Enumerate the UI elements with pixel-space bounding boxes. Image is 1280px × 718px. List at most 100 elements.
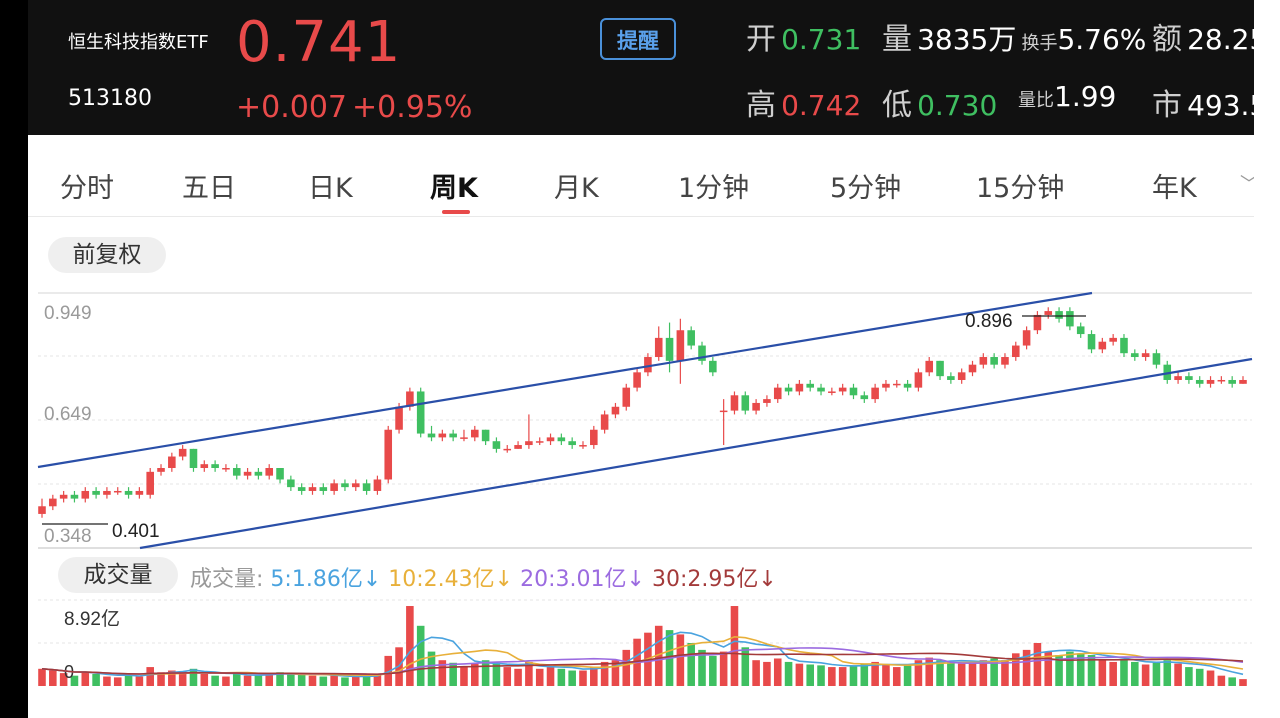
volume-bar	[936, 660, 944, 686]
tab-month-k[interactable]: 月K	[554, 173, 599, 204]
volume-bar	[979, 660, 988, 686]
candle-body	[1033, 314, 1042, 331]
candle-body	[38, 506, 46, 514]
volume-bar	[1076, 653, 1085, 686]
tab-1min[interactable]: 1分钟	[678, 173, 750, 204]
tab-5min[interactable]: 5分钟	[830, 173, 902, 204]
volume-bar	[752, 660, 760, 686]
volume-bar	[741, 647, 750, 686]
volume-bar	[654, 625, 663, 686]
volume-bar	[514, 668, 522, 686]
candle-body	[1152, 353, 1161, 365]
turnover-label: 换手	[1021, 33, 1058, 54]
volume-bar	[81, 672, 90, 686]
volume-bar	[1174, 663, 1182, 686]
candle-body	[665, 337, 674, 361]
candle-body	[882, 383, 890, 388]
candle-body	[92, 490, 100, 495]
volume-bar	[373, 673, 382, 686]
volume-bar	[1055, 655, 1063, 686]
stat-vol-ratio: 量比1.99	[1018, 80, 1116, 113]
volume-bar	[449, 662, 457, 686]
candle-body	[1217, 379, 1226, 382]
candle-body	[936, 360, 944, 377]
etf-code: 513180	[68, 86, 152, 111]
candle-body	[1141, 353, 1150, 358]
candle-body	[265, 468, 274, 476]
volume-bar	[1001, 660, 1009, 686]
candle-body	[535, 441, 544, 443]
candle-body	[568, 441, 576, 446]
remind-button[interactable]: 提醒	[600, 18, 676, 60]
volume-bar	[1195, 668, 1204, 686]
candle-body	[49, 498, 57, 507]
candle-body	[871, 387, 879, 400]
candle-body	[308, 487, 317, 491]
quote-header: 恒生科技指数ETF 513180 0.741 +0.007 +0.95% 提醒 …	[28, 0, 1254, 135]
candle-body	[979, 357, 988, 365]
right-edge	[1254, 0, 1280, 718]
candle-body	[546, 437, 555, 442]
candle-body	[828, 391, 836, 393]
candle-body	[319, 487, 328, 491]
volume-bar	[579, 670, 587, 686]
candle-body	[849, 387, 858, 396]
candle-body	[341, 483, 349, 488]
volume-bar	[903, 665, 912, 686]
candle-body	[557, 437, 566, 442]
volume-indicator-button[interactable]: 成交量	[58, 557, 178, 593]
volume-bar	[600, 661, 609, 686]
volume-bar	[211, 675, 219, 686]
candle-body	[795, 383, 804, 392]
stat-low: 低 0.730	[882, 80, 997, 124]
tab-minute[interactable]: 分时	[60, 173, 114, 204]
candle-body	[741, 395, 750, 411]
candle-body	[925, 360, 934, 373]
candle-body	[968, 364, 977, 373]
candle-body	[947, 376, 955, 380]
candle-body	[492, 441, 501, 449]
down-arrow-icon: ↓	[494, 567, 514, 592]
turnover-value: 5.76%	[1057, 23, 1147, 56]
volume-bar	[124, 675, 133, 686]
tab-year-k[interactable]: 年K	[1152, 173, 1197, 204]
tab-week-k[interactable]: 周K	[430, 173, 478, 204]
down-arrow-icon: ↓	[758, 567, 777, 592]
volume-bar	[763, 661, 771, 686]
volume-bar	[1239, 679, 1247, 686]
candle-body	[990, 357, 998, 365]
adjust-button[interactable]: 前复权	[48, 237, 166, 273]
candle-body	[460, 437, 468, 439]
candle-body	[146, 471, 154, 495]
volume-bar	[1044, 651, 1053, 686]
candle-body	[892, 383, 901, 386]
candle-body	[200, 464, 209, 469]
candle-body	[211, 464, 219, 469]
etf-name: 恒生科技指数ETF	[68, 32, 209, 53]
volume-bar	[860, 663, 869, 686]
volume-bar	[460, 667, 468, 686]
vol-ratio-label: 量比	[1018, 90, 1054, 111]
tab-day-k[interactable]: 日K	[308, 173, 353, 204]
volume-bar	[189, 668, 198, 686]
volume-bar	[341, 677, 349, 686]
tab-15min[interactable]: 15分钟	[976, 173, 1065, 204]
candle-body	[600, 414, 609, 430]
candle-body	[676, 330, 685, 361]
candle-body	[1076, 326, 1085, 335]
candle-body	[838, 387, 847, 392]
candle-body	[81, 490, 90, 499]
volume-bar	[525, 661, 533, 686]
active-tab-indicator	[442, 210, 470, 214]
volume-bar	[38, 668, 46, 686]
volume-bar	[806, 664, 814, 686]
volume-bar	[1141, 664, 1150, 686]
volume-bar	[70, 675, 79, 686]
candle-body	[1120, 337, 1128, 354]
volume-bar	[308, 675, 317, 686]
stat-volume: 量 3835万 换手5.76%	[882, 14, 1146, 58]
candle-body	[773, 387, 782, 400]
tab-five-day[interactable]: 五日	[182, 173, 236, 204]
chevron-down-icon[interactable]: ﹀	[1240, 174, 1258, 195]
